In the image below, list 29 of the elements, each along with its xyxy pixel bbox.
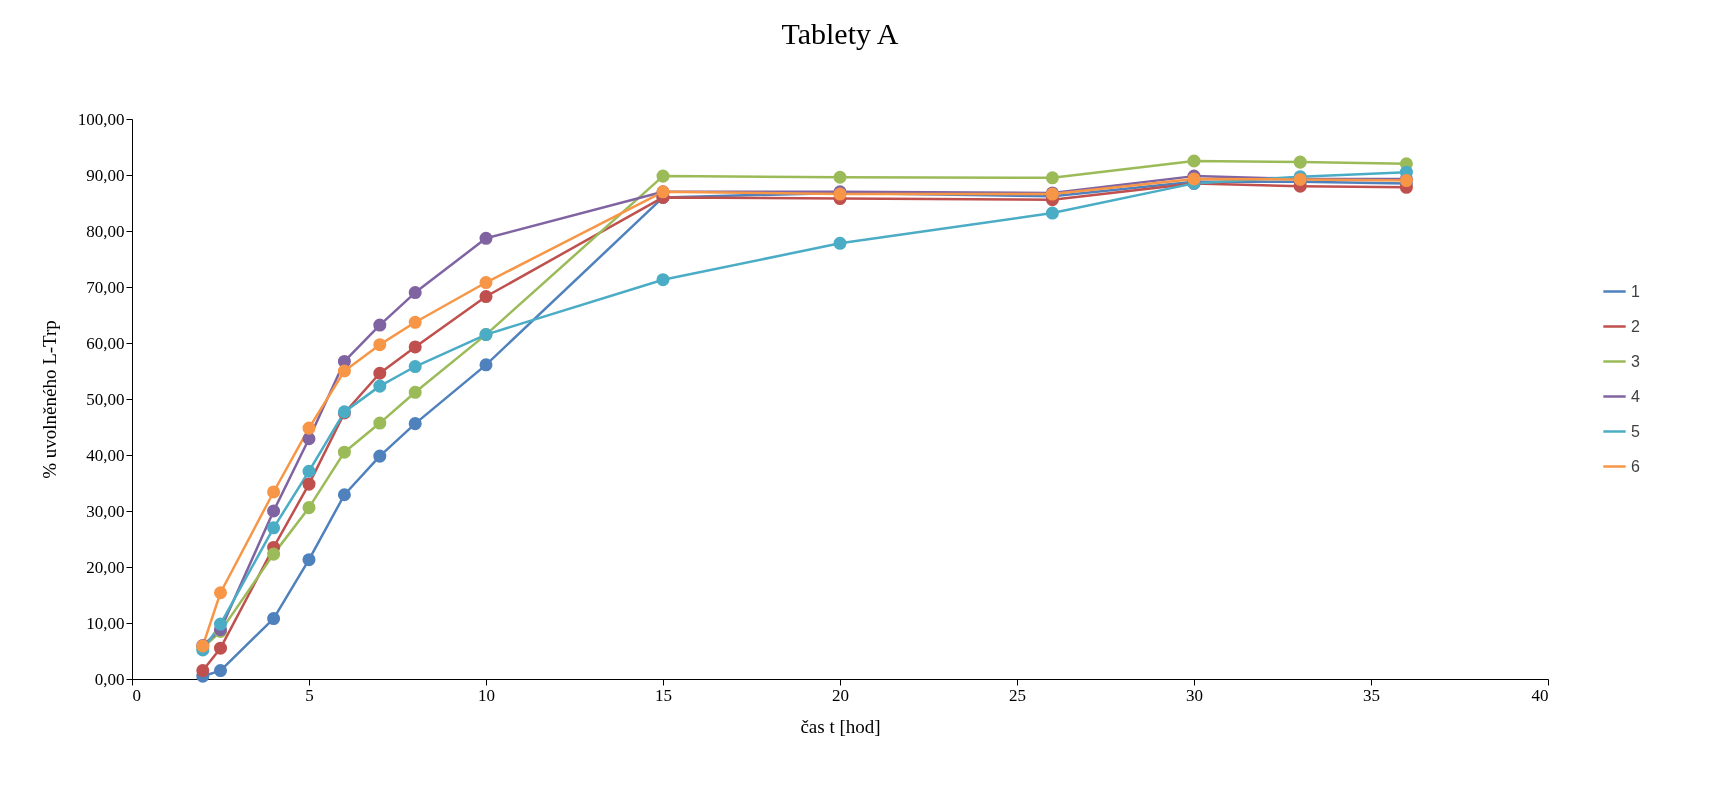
x-tick-label: 25 <box>1009 685 1026 705</box>
x-tick-label: 5 <box>305 685 314 705</box>
y-tick-label: 40,00 <box>86 445 125 465</box>
y-tick-label: 70,00 <box>86 277 125 297</box>
x-tick-label: 35 <box>1363 685 1380 705</box>
y-tick-label: 100,00 <box>77 109 125 129</box>
x-axis-title: čas t [hod] <box>800 715 881 737</box>
y-tick-label: 50,00 <box>86 389 125 409</box>
x-tick-label: 0 <box>132 685 141 705</box>
y-tick-label: 60,00 <box>86 333 125 353</box>
y-tick-label: 30,00 <box>86 501 125 521</box>
legend-label: 6 <box>1631 457 1640 475</box>
legend-label: 2 <box>1631 317 1640 335</box>
y-tick-label: 0,00 <box>94 669 125 689</box>
y-tick-label: 90,00 <box>86 165 125 185</box>
legend-label: 4 <box>1631 387 1640 405</box>
x-tick-label: 20 <box>832 685 849 705</box>
y-tick-label: 20,00 <box>86 557 125 577</box>
chart-title: Tablety A <box>781 17 899 50</box>
legend-label: 5 <box>1631 422 1640 440</box>
x-tick-label: 30 <box>1186 685 1203 705</box>
x-tick-label: 40 <box>1531 685 1549 705</box>
y-tick-label: 10,00 <box>86 613 125 633</box>
legend-label: 3 <box>1631 352 1640 370</box>
y-tick-label: 80,00 <box>86 221 125 241</box>
x-tick-label: 10 <box>478 685 495 705</box>
x-tick-label: 15 <box>655 685 672 705</box>
legend-label: 1 <box>1631 282 1640 300</box>
y-axis-title: % uvolněného L-Trp <box>38 320 60 479</box>
